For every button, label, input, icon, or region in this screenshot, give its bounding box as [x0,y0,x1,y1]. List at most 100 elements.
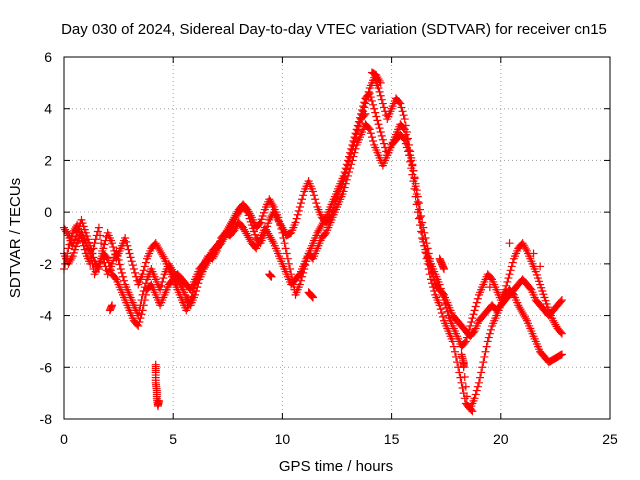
data-point [474,378,483,387]
data-point [138,270,147,279]
data-point [504,274,513,283]
data-point [353,121,362,130]
data-point [268,237,277,246]
data-point [310,191,319,200]
data-point [429,272,438,281]
data-point [503,277,512,286]
data-point [467,405,476,414]
data-point [351,144,360,153]
x-tick-label: 5 [169,431,177,447]
data-point [369,100,378,109]
data-point [361,109,370,118]
data-point [283,254,292,263]
y-tick-label: 4 [44,101,52,117]
data-point [420,228,429,237]
data-point [556,297,565,306]
data-point [359,102,368,111]
data-point [308,187,317,196]
data-point [358,106,367,115]
y-tick-label: -8 [40,411,53,427]
data-point [557,296,566,305]
chart-title: Day 030 of 2024, Sidereal Day-to-day VTE… [61,21,607,38]
data-point [348,156,357,165]
data-point [340,183,349,192]
data-point [102,253,111,262]
data-point [414,214,423,223]
data-point [128,261,137,270]
data-point [529,249,538,258]
plot-marks [60,68,566,416]
data-point [402,143,411,152]
data-point [376,91,385,100]
data-point [421,245,430,254]
data-point [479,358,488,367]
data-point [279,234,288,242]
data-point [367,133,376,142]
data-point [295,280,304,289]
data-point [298,195,307,204]
data-point [470,394,479,403]
data-point [412,200,421,209]
data-point [410,184,419,193]
data-point [141,290,150,299]
data-point [141,258,150,267]
data-point [291,218,300,227]
data-point [400,125,409,134]
data-point [378,99,387,108]
data-point [120,276,129,285]
data-point [293,210,302,219]
data-point [157,281,166,290]
data-point [469,310,478,319]
data-point [417,227,426,236]
data-point [64,244,73,253]
data-point [373,116,382,125]
data-point [418,234,427,242]
data-point [122,237,131,246]
data-point [140,296,149,305]
data-point [312,199,321,208]
data-point [407,164,416,173]
data-point [399,111,408,120]
data-point [480,352,489,361]
x-tick-label: 25 [602,431,618,447]
data-point [268,201,277,210]
data-point [556,351,565,360]
x-axis: 0 5 10 15 20 25 [60,57,618,447]
data-point [413,208,422,217]
data-point [556,328,565,337]
data-point [87,254,96,263]
data-point [127,257,136,266]
data-point [483,337,492,346]
data-point [141,279,150,288]
data-point [462,392,471,401]
data-point [104,258,113,267]
data-point [408,170,417,179]
data-point [400,115,409,124]
data-point [456,373,465,382]
data-point [486,325,495,334]
series-trace-c [60,120,566,341]
data-point [501,285,510,294]
data-point [135,318,144,327]
data-point [134,321,143,330]
series-outliers [105,68,545,416]
data-point [468,407,477,416]
y-tick-label: 0 [44,204,52,220]
data-point [481,347,490,356]
data-point [137,310,146,319]
data-point [365,125,374,134]
data-point [117,268,126,277]
data-point [415,213,424,222]
data-point [377,95,386,104]
data-point [376,127,385,136]
data-point [349,137,358,146]
data-point [473,294,482,303]
data-point [308,293,317,302]
data-point [507,262,516,271]
data-point [103,254,112,263]
data-point [276,221,285,230]
data-point [278,228,287,237]
data-point [116,265,125,274]
data-point [187,292,196,301]
data-point [459,363,468,372]
